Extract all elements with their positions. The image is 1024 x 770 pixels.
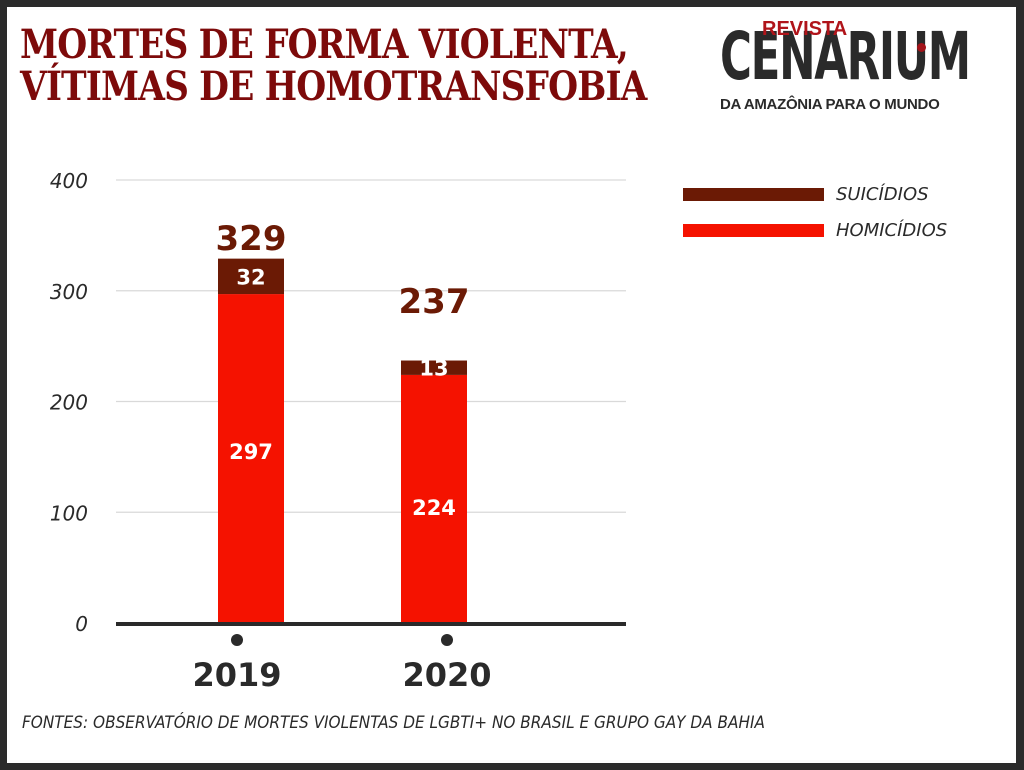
logo-revista: REVISTA bbox=[762, 18, 848, 40]
bar-value-label: 13 bbox=[419, 357, 448, 381]
legend-swatch-suicidios bbox=[683, 187, 824, 201]
logo-name: CENARIUM bbox=[720, 18, 971, 95]
y-tick-label: 300 bbox=[50, 280, 88, 304]
cenarium-logo: CENARIUM REVISTA DA AMAZÔNIA PARA O MUND… bbox=[718, 18, 998, 118]
bar-suicdios-2019 bbox=[218, 258, 284, 295]
legend-swatch-homicidios bbox=[683, 223, 824, 237]
y-tick-label: 200 bbox=[50, 391, 88, 415]
chart-legend: SUICÍDIOS HOMICÍDIOS bbox=[683, 176, 947, 248]
legend-item-homicidios: HOMICÍDIOS bbox=[683, 212, 947, 248]
chart-title: MORTES DE FORMA VIOLENTA, VÍTIMAS DE HOM… bbox=[20, 24, 647, 108]
total-label: 237 bbox=[399, 282, 470, 322]
logo-dot-icon bbox=[917, 43, 926, 52]
x-tick-dot bbox=[231, 634, 243, 646]
bar-homicdios-2019 bbox=[218, 294, 284, 623]
bar-value-label: 224 bbox=[412, 496, 456, 520]
legend-label-homicidios: HOMICÍDIOS bbox=[836, 219, 948, 241]
total-label: 329 bbox=[216, 219, 287, 259]
title-line-2: VÍTIMAS DE HOMOTRANSFOBIA bbox=[20, 63, 647, 110]
bar-value-label: 297 bbox=[229, 440, 273, 464]
x-tick-label: 2019 bbox=[192, 656, 281, 694]
y-tick-label: 0 bbox=[75, 612, 88, 636]
legend-label-suicidios: SUICÍDIOS bbox=[836, 183, 929, 205]
title-line-1: MORTES DE FORMA VIOLENTA, bbox=[20, 21, 629, 68]
chart-frame bbox=[7, 7, 1016, 763]
bar-value-label: 32 bbox=[236, 265, 265, 289]
y-tick-label: 100 bbox=[50, 501, 88, 525]
source-note: FONTES: OBSERVATÓRIO DE MORTES VIOLENTAS… bbox=[22, 713, 765, 733]
bar-suicdios-2020 bbox=[401, 360, 467, 375]
legend-item-suicidios: SUICÍDIOS bbox=[683, 176, 947, 212]
logo-tagline: DA AMAZÔNIA PARA O MUNDO bbox=[720, 96, 940, 113]
y-tick-label: 400 bbox=[50, 169, 88, 193]
bar-homicdios-2020 bbox=[401, 374, 467, 623]
x-tick-dot bbox=[441, 634, 453, 646]
x-tick-label: 2020 bbox=[402, 656, 491, 694]
